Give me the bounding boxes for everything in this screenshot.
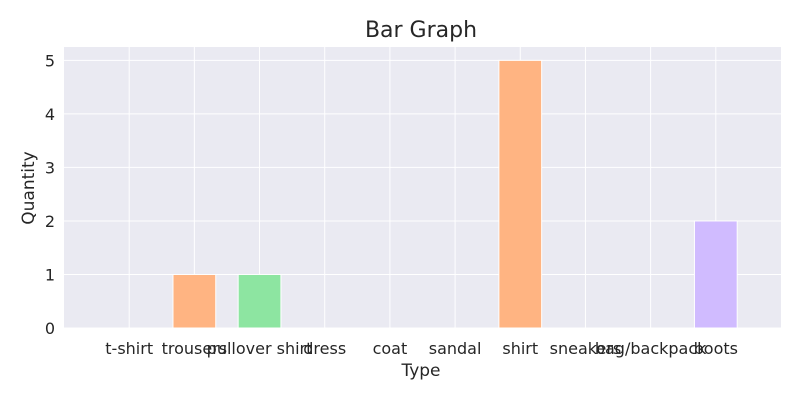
y-tick-label-4: 4 bbox=[45, 105, 55, 124]
x-tick-label-5: sandal bbox=[429, 339, 482, 358]
x-tick-label-7: sneakers bbox=[550, 339, 622, 358]
plot-area bbox=[64, 47, 781, 328]
y-tick-label-2: 2 bbox=[45, 212, 55, 231]
bar-pullover-shirt bbox=[237, 273, 282, 329]
x-tick-label-6: shirt bbox=[502, 339, 538, 358]
x-tick-label-0: t-shirt bbox=[105, 339, 153, 358]
bar-shirt bbox=[498, 59, 543, 329]
y-tick-label-0: 0 bbox=[45, 319, 55, 338]
chart-title: Bar Graph bbox=[365, 18, 477, 43]
y-tick-labels: 0 1 2 3 4 5 bbox=[45, 51, 55, 338]
y-tick-label-3: 3 bbox=[45, 158, 55, 177]
x-tick-label-1: trousers bbox=[162, 339, 228, 358]
x-tick-label-2: pullover shirt bbox=[207, 339, 313, 358]
x-tick-label-4: coat bbox=[373, 339, 408, 358]
bar-boots bbox=[693, 220, 738, 329]
x-axis-label: Type bbox=[400, 361, 440, 381]
bar-trousers bbox=[172, 273, 217, 329]
y-tick-label-5: 5 bbox=[45, 51, 55, 70]
x-tick-label-8: bag/backpack bbox=[595, 339, 707, 358]
y-tick-label-1: 1 bbox=[45, 265, 55, 284]
bars bbox=[172, 59, 738, 329]
x-tick-label-3: dress bbox=[303, 339, 346, 358]
x-tick-label-9: boots bbox=[694, 339, 738, 358]
y-axis-label: Quantity bbox=[19, 151, 39, 224]
